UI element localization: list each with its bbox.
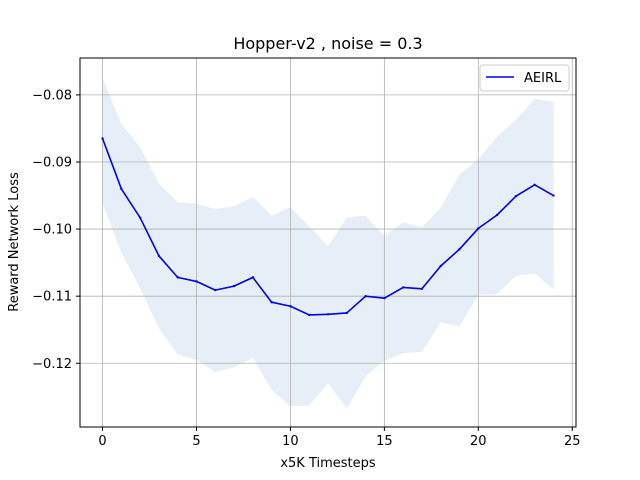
data-point — [251, 276, 255, 279]
legend-box — [479, 64, 570, 92]
data-point — [214, 288, 217, 292]
data-point — [514, 195, 518, 198]
data-point — [101, 137, 104, 140]
x-tick-label: 15 — [376, 434, 393, 449]
data-point — [308, 313, 311, 317]
x-tick-label: 25 — [564, 434, 581, 449]
data-point — [326, 313, 330, 316]
x-tick-label: 0 — [98, 434, 106, 449]
data-point — [364, 294, 367, 298]
chart-title: Hopper-v2 , noise = 0.3 — [233, 34, 422, 53]
series-lines — [101, 137, 555, 317]
data-point — [552, 194, 555, 197]
y-tick-label: −0.12 — [32, 357, 72, 372]
legend-label-aeirl: AEIRL — [524, 71, 562, 86]
legend: AEIRL — [479, 64, 570, 92]
plot-area-frame — [79, 57, 577, 428]
x-tick-label: 20 — [470, 434, 487, 449]
confidence-bands — [102, 78, 554, 409]
data-point — [138, 216, 142, 219]
data-point — [495, 213, 499, 217]
data-point — [383, 296, 386, 300]
data-point — [176, 276, 179, 279]
data-point — [458, 248, 461, 251]
data-point — [157, 254, 161, 258]
data-point — [439, 264, 442, 268]
data-point — [420, 287, 424, 290]
data-point — [345, 311, 348, 315]
data-point — [232, 284, 236, 288]
data-point — [120, 187, 123, 191]
y-tick-label: −0.11 — [32, 290, 72, 305]
data-point — [477, 227, 480, 230]
x-tick-label: 5 — [192, 434, 200, 449]
data-point — [401, 286, 405, 289]
x-axis-label: x5K Timesteps — [280, 456, 376, 471]
data-point — [270, 301, 273, 304]
grid-lines — [80, 58, 576, 427]
data-point — [533, 183, 536, 187]
y-tick-label: −0.09 — [32, 155, 72, 170]
y-tick-label: −0.08 — [32, 88, 72, 103]
x-axis-ticks: 0 5 10 15 20 25 — [98, 427, 581, 449]
x-tick-label: 10 — [282, 434, 299, 449]
y-axis-ticks: −0.12 −0.11 −0.10 −0.09 −0.08 — [32, 88, 80, 372]
confidence-band-0 — [102, 78, 554, 409]
y-axis-label: Reward Network Loss — [7, 172, 22, 312]
y-tick-label: −0.10 — [32, 223, 72, 238]
data-point — [195, 280, 198, 283]
data-point — [289, 305, 292, 308]
